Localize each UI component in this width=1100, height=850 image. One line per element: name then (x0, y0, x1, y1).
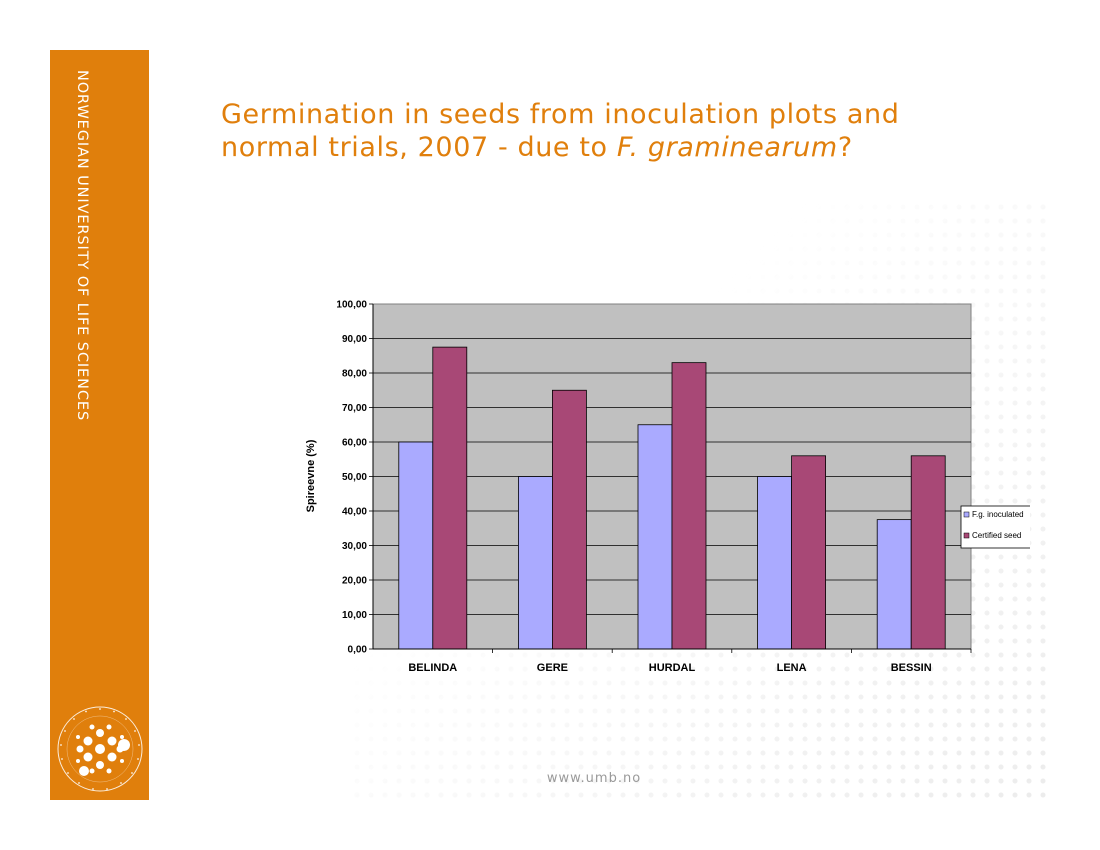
bar-bessin-series-1 (876, 519, 912, 650)
y-tick-label: 20,00 (342, 576, 367, 587)
title-line-2: normal trials, 2007 - due to F. graminea… (221, 131, 1011, 164)
bar-belinda-series-2 (432, 346, 468, 650)
title-species-name: F. graminearum (616, 132, 838, 163)
university-name: NORWEGIAN UNIVERSITY OF LIFE SCIENCES (74, 70, 90, 422)
bar-hurdal-series-2 (671, 362, 707, 650)
legend: F.g. inoculated Certified seed (960, 505, 1030, 549)
title-line-2-prefix: normal trials, 2007 - due to (221, 132, 617, 163)
legend-label: Certified seed (972, 531, 1021, 540)
x-category-label: BESSIN (891, 662, 932, 674)
title-line-2-suffix: ? (837, 132, 853, 163)
bar-hurdal-series-1 (637, 424, 673, 650)
x-category-labels: BELINDA GERE HURDAL LENA BESSIN (408, 662, 931, 674)
x-category-label: HURDAL (649, 662, 696, 674)
bar-bessin-series-2 (910, 455, 946, 650)
y-tick-label: 30,00 (342, 541, 367, 552)
legend-box (960, 505, 1030, 549)
y-tick-label: 70,00 (342, 403, 367, 414)
university-logo (57, 706, 143, 792)
bar-lena-series-1 (757, 476, 793, 650)
bar-gere-series-1 (517, 476, 553, 650)
germination-bar-chart: 0,00 10,00 20,00 30,00 40,00 50,00 60,00 70,00 8… (305, 300, 1030, 674)
legend-swatch (963, 532, 970, 539)
sidebar: NORWEGIAN UNIVERSITY OF LIFE SCIENCES (50, 50, 149, 800)
axes (369, 303, 972, 653)
y-tick-labels: 0,00 10,00 20,00 30,00 40,00 50,00 60,00 70,00 8… (336, 300, 367, 656)
slide: NORWEGIAN UNIVERSITY OF LIFE SCIENCES (50, 50, 1050, 800)
title-line-1: Germination in seeds from inoculation pl… (221, 99, 900, 130)
y-tick-label: 40,00 (342, 507, 367, 518)
y-tick-label: 80,00 (342, 369, 367, 380)
x-category-label: LENA (777, 662, 807, 674)
y-tick-label: 90,00 (342, 334, 367, 345)
y-tick-label: 10,00 (342, 610, 367, 621)
y-tick-label: 60,00 (342, 438, 367, 449)
bar-belinda-series-1 (398, 441, 434, 650)
slide-title: Germination in seeds from inoculation pl… (221, 98, 1011, 164)
bar-lena-series-2 (791, 455, 826, 650)
legend-swatch (963, 511, 970, 518)
x-category-label: BELINDA (408, 662, 457, 674)
y-axis-label: Spireevne (%) (305, 439, 317, 512)
footer-url: www.umb.no (546, 771, 642, 786)
bars (398, 346, 946, 650)
y-tick-label: 50,00 (342, 472, 367, 483)
bar-gere-series-2 (551, 389, 587, 650)
x-category-label: GERE (537, 662, 568, 674)
legend-label: F.g. inoculated (972, 510, 1024, 519)
y-tick-label: 0,00 (348, 645, 368, 656)
y-tick-label: 100,00 (336, 300, 367, 311)
